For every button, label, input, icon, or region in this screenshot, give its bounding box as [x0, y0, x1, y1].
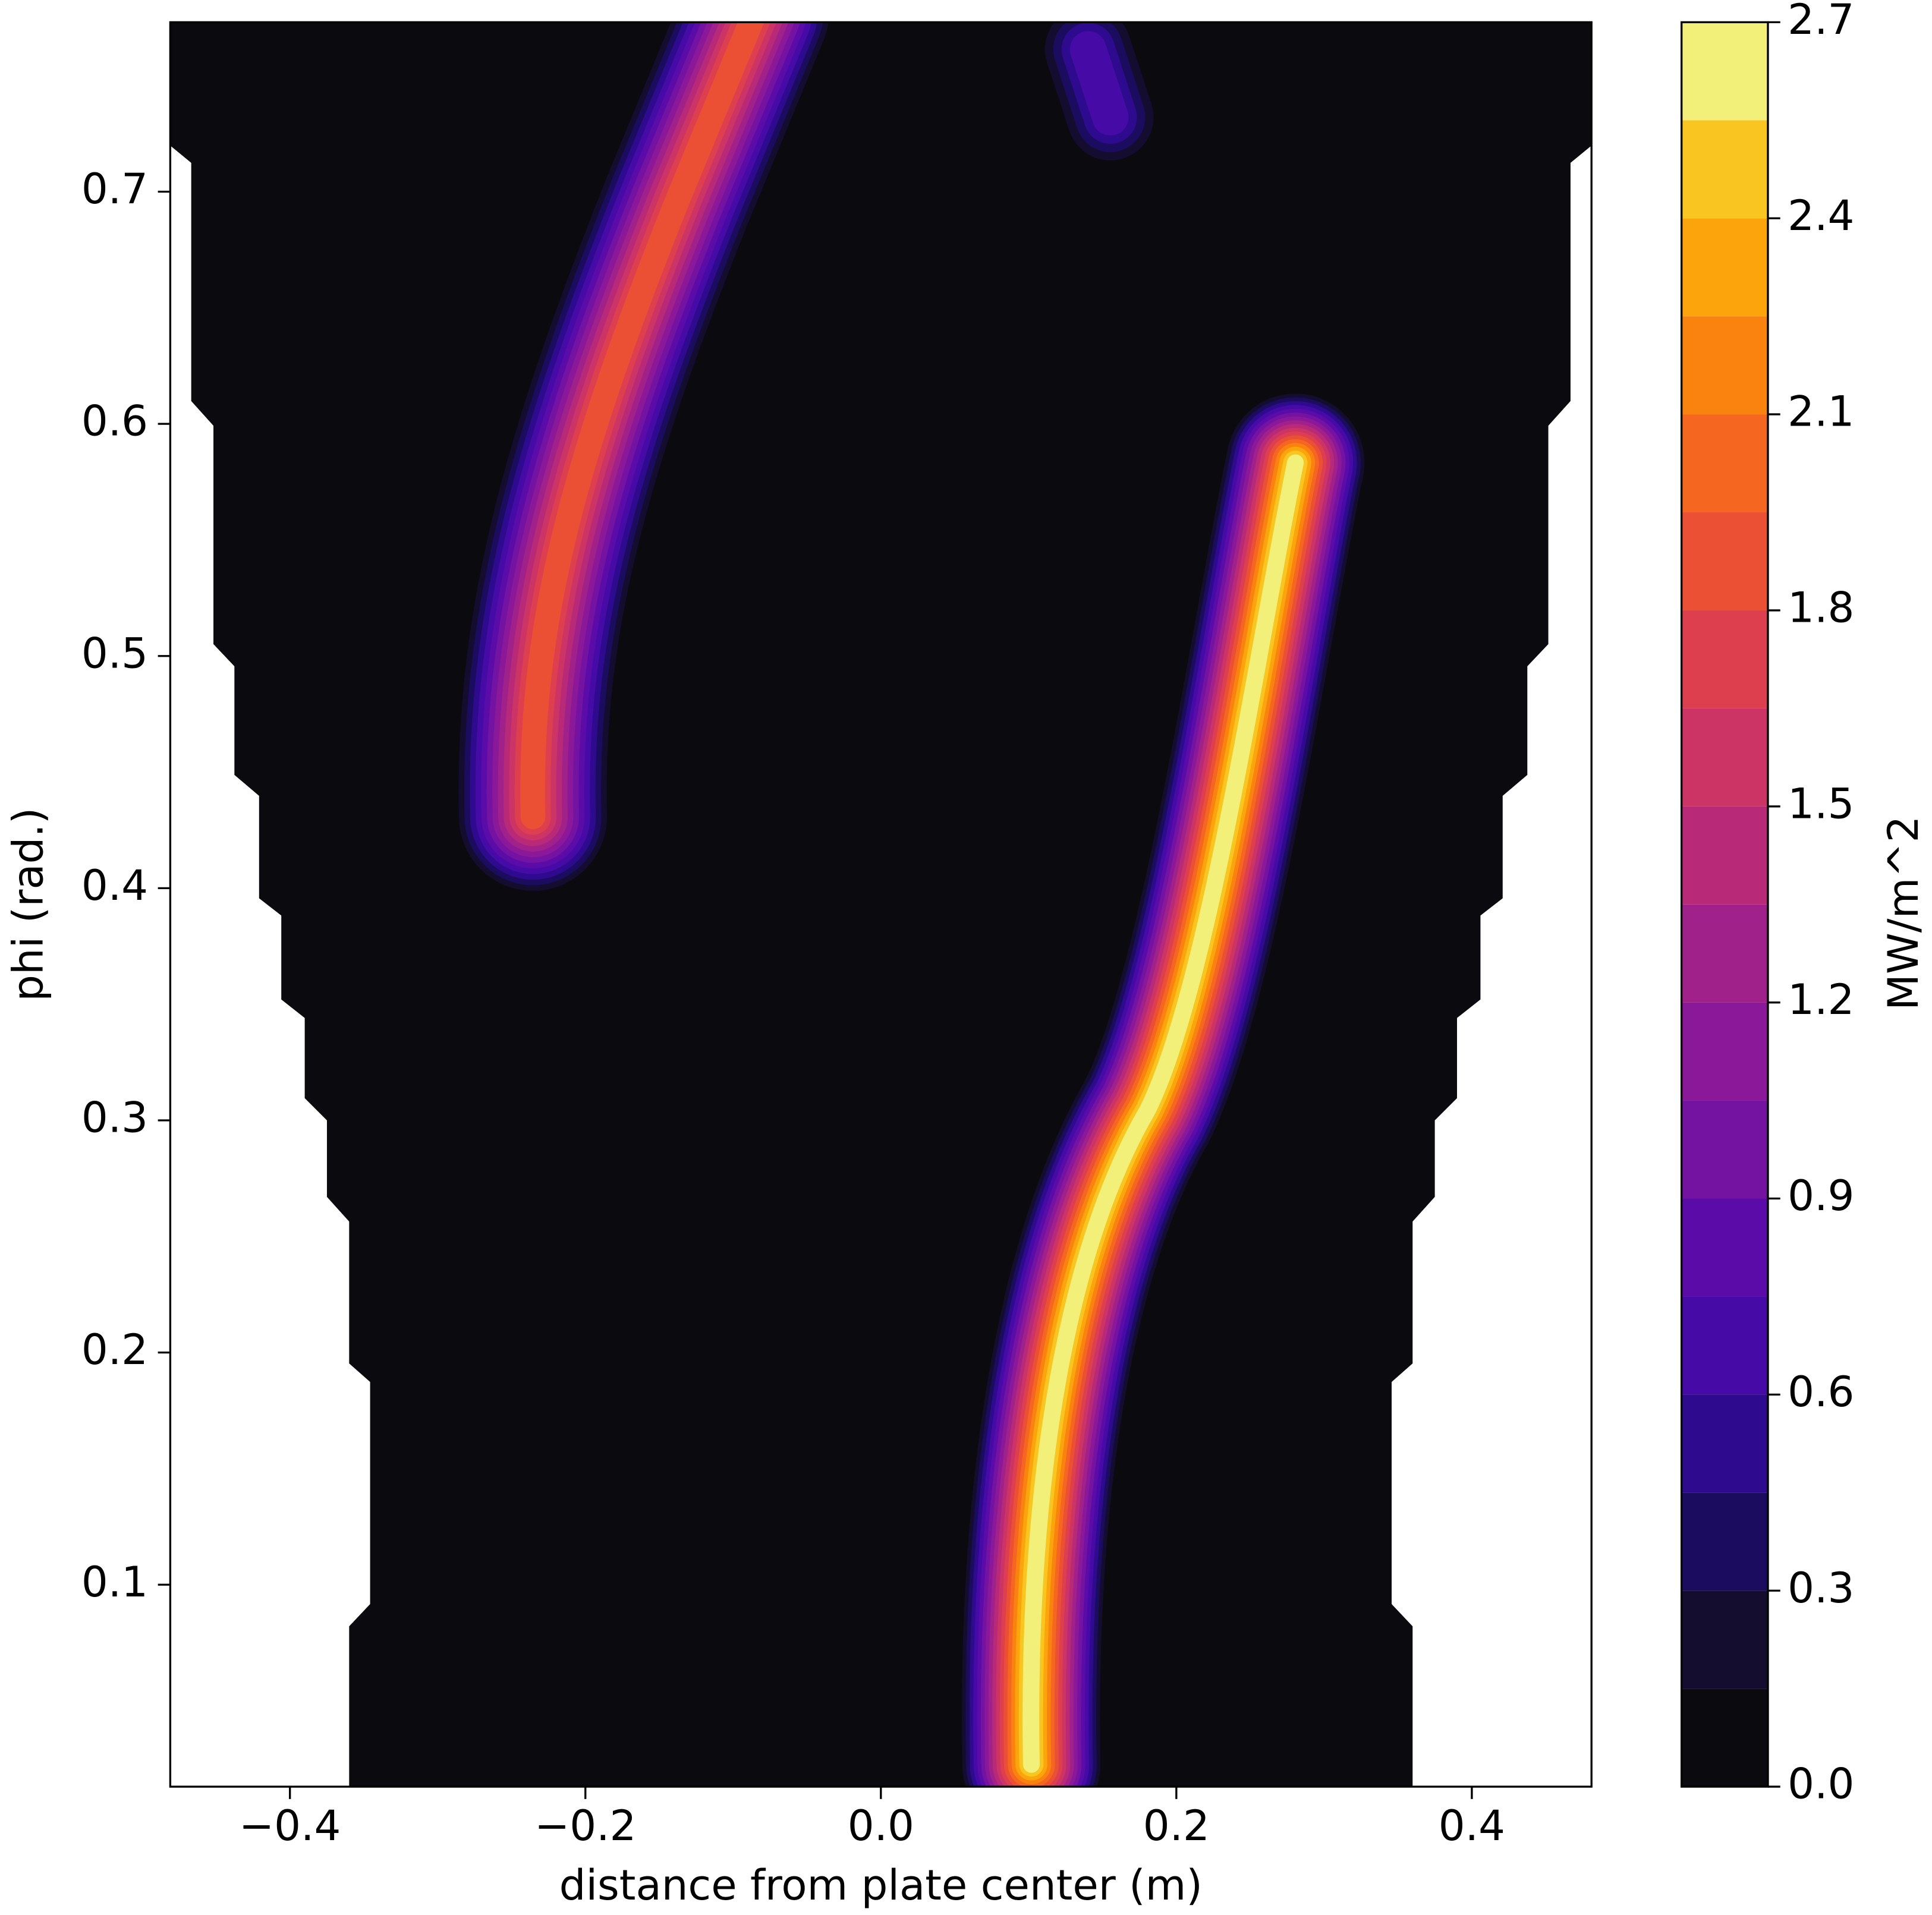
colorbar-tick-label: 2.1: [1788, 387, 1854, 436]
y-tick-label: 0.7: [81, 164, 148, 213]
colorbar-tick-label: 0.6: [1788, 1367, 1854, 1416]
contour-fill: [1022, 454, 1304, 1773]
x-tick-label: 0.4: [1439, 1801, 1505, 1850]
colorbar-label: MW/m^2: [1878, 816, 1928, 1010]
colorbar-band: [1681, 316, 1768, 415]
colorbar-band: [1681, 414, 1768, 513]
colorbar-tick-label: 2.7: [1788, 0, 1854, 44]
colorbar-band: [1681, 1002, 1768, 1101]
colorbar-band: [1681, 1590, 1768, 1689]
x-axis-label: distance from plate center (m): [559, 1860, 1203, 1910]
colorbar-band: [1681, 708, 1768, 807]
y-tick-label: 0.4: [81, 861, 148, 910]
data-domain: [170, 22, 1592, 1787]
y-tick-label: 0.2: [81, 1325, 148, 1374]
colorbar-tick-label: 0.3: [1788, 1563, 1854, 1612]
colorbar-band: [1681, 1100, 1768, 1199]
colorbar-band: [1681, 512, 1768, 610]
colorbar-tick-label: 0.0: [1788, 1759, 1854, 1809]
colorbar-tick-label: 0.9: [1788, 1171, 1854, 1220]
colorbar-tick-label: 1.5: [1788, 779, 1854, 828]
colorbar-band: [1681, 120, 1768, 219]
x-tick-label: −0.2: [534, 1801, 636, 1850]
colorbar-band: [1681, 806, 1768, 905]
x-tick-label: 0.0: [848, 1801, 914, 1850]
colorbar-tick-label: 1.8: [1788, 582, 1854, 632]
plot-area: [170, 22, 1592, 1787]
x-tick-label: −0.4: [239, 1801, 341, 1850]
colorbar-band: [1681, 610, 1768, 708]
colorbar-band: [1681, 1492, 1768, 1591]
contour-fill: [1069, 31, 1129, 136]
y-tick-label: 0.3: [81, 1093, 148, 1142]
contour-fills: [458, 22, 1365, 1787]
colorbar-band: [1681, 1689, 1768, 1787]
colorbar-band: [1681, 218, 1768, 317]
x-tick-label: 0.2: [1143, 1801, 1210, 1850]
contour-fill: [520, 22, 764, 830]
y-tick-label: 0.1: [81, 1557, 148, 1607]
colorbar-tick-label: 2.4: [1788, 191, 1854, 240]
colorbar-band: [1681, 1394, 1768, 1493]
colorbar-tick-label: 1.2: [1788, 975, 1854, 1024]
colorbar-band: [1681, 1296, 1768, 1395]
y-axis-label: phi (rad.): [3, 808, 52, 1001]
colorbar-band: [1681, 22, 1768, 121]
y-tick-label: 0.6: [81, 396, 148, 446]
y-tick-label: 0.5: [81, 628, 148, 678]
colorbar-frame: [1681, 21, 1769, 1788]
colorbar-band: [1681, 1198, 1768, 1297]
colorbar-band: [1681, 904, 1768, 1003]
